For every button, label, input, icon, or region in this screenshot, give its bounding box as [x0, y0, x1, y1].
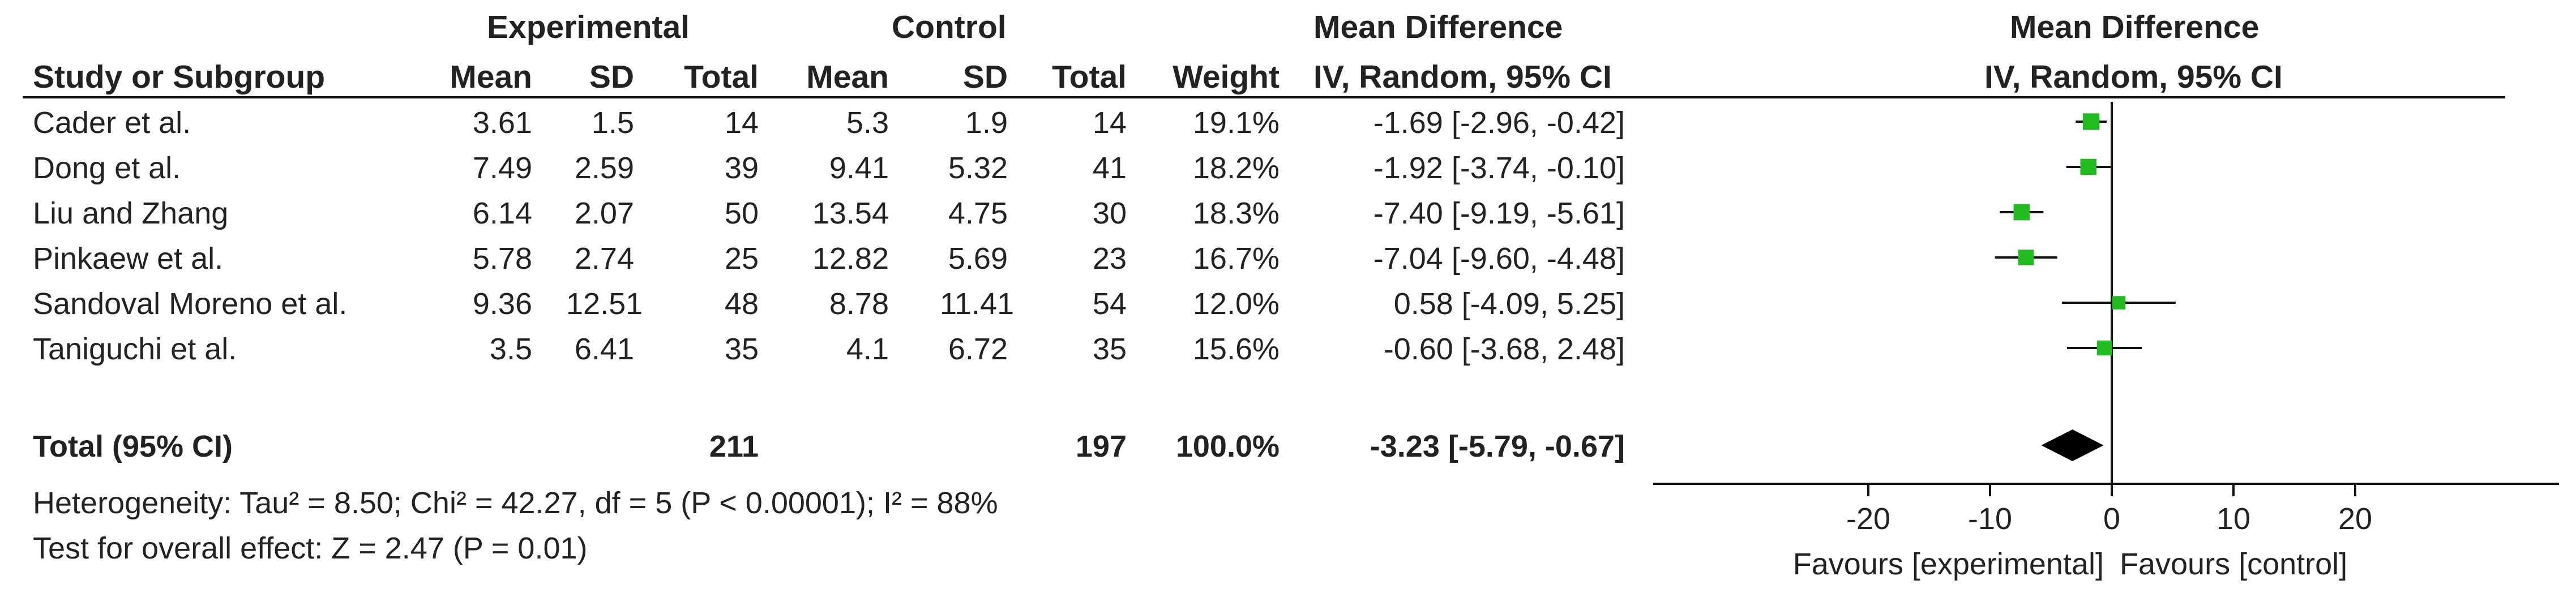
cell-ci-text: -0.60 [-3.68, 2.48]: [1383, 332, 1625, 366]
control-group-header: Control: [892, 9, 1007, 45]
cell-sd-c: 5.32: [948, 151, 1008, 185]
cell-total-c: 23: [1092, 242, 1127, 276]
x-label-left: Favours [experimental]: [1793, 547, 2104, 581]
cell-weight: 16.7%: [1192, 242, 1280, 276]
pooled-diamond: [2041, 429, 2104, 461]
x-tick-label: 10: [2216, 502, 2250, 536]
cell-total-e: 35: [724, 332, 759, 366]
cell-sd-e: 2.59: [574, 151, 634, 185]
cell-sd-c: 6.72: [948, 332, 1008, 366]
cell-weight: 18.2%: [1192, 151, 1280, 185]
col-sd-experimental-header: SD: [589, 59, 634, 95]
cell-mean-c: 13.54: [812, 196, 889, 230]
cell-mean-c: 5.3: [846, 106, 889, 140]
cell-mean-c: 12.82: [812, 242, 889, 276]
cell-mean-e: 7.49: [472, 151, 532, 185]
cell-mean-e: 9.36: [472, 287, 532, 321]
total-label: Total (95% CI): [33, 429, 233, 463]
experimental-group-header: Experimental: [487, 9, 690, 45]
cell-sd-c: 5.69: [948, 242, 1008, 276]
heterogeneity-text: Heterogeneity: Tau² = 8.50; Chi² = 42.27…: [33, 486, 998, 520]
col-study-header: Study or Subgroup: [33, 59, 326, 95]
cell-weight: 15.6%: [1192, 332, 1280, 366]
study-marker: [2083, 113, 2100, 130]
cell-total-e: 25: [724, 242, 759, 276]
col-total-control-header: Total: [1052, 59, 1127, 95]
cell-name: Sandoval Moreno et al.: [33, 287, 348, 321]
x-label-right: Favours [control]: [2120, 547, 2347, 581]
cell-sd-c: 4.75: [948, 196, 1008, 230]
cell-total-e: 48: [724, 287, 759, 321]
col-total-experimental-header: Total: [684, 59, 759, 95]
mean-difference-header: Mean Difference: [1313, 9, 1563, 45]
total-ci-text: -3.23 [-5.79, -0.67]: [1370, 429, 1625, 463]
x-tick-label: -10: [1968, 502, 2012, 536]
cell-sd-e: 12.51: [566, 287, 643, 321]
cell-sd-e: 2.74: [574, 242, 634, 276]
cell-total-e: 14: [724, 106, 759, 140]
cell-ci-text: -1.69 [-2.96, -0.42]: [1373, 106, 1625, 140]
x-tick-label: 20: [2338, 502, 2372, 536]
total-experimental: 211: [709, 429, 759, 463]
cell-ci-text: -7.04 [-9.60, -4.48]: [1373, 242, 1625, 276]
cell-total-c: 14: [1092, 106, 1127, 140]
cell-name: Pinkaew et al.: [33, 242, 224, 276]
cell-total-c: 30: [1092, 196, 1127, 230]
cell-mean-c: 9.41: [829, 151, 889, 185]
cell-sd-e: 6.41: [574, 332, 634, 366]
study-marker: [2096, 340, 2112, 356]
cell-total-c: 41: [1092, 151, 1127, 185]
col-mean-experimental-header: Mean: [450, 59, 532, 95]
cell-ci-text: -7.40 [-9.19, -5.61]: [1373, 196, 1625, 230]
plot-method-header: IV, Random, 95% CI: [1984, 59, 2283, 95]
cell-sd-c: 11.41: [940, 287, 1015, 321]
cell-sd-c: 1.9: [965, 106, 1008, 140]
x-tick-label: -20: [1846, 502, 1890, 536]
study-marker: [2018, 250, 2034, 265]
overall-effect-text: Test for overall effect: Z = 2.47 (P = 0…: [33, 531, 588, 565]
cell-mean-e: 6.14: [472, 196, 532, 230]
cell-name: Liu and Zhang: [33, 196, 229, 230]
cell-mean-e: 3.5: [489, 332, 532, 366]
cell-weight: 19.1%: [1192, 106, 1280, 140]
cell-total-e: 39: [724, 151, 759, 185]
study-marker: [2080, 158, 2096, 175]
col-weight-header: Weight: [1173, 59, 1280, 95]
col-sd-control-header: SD: [962, 59, 1008, 95]
cell-sd-e: 1.5: [591, 106, 634, 140]
cell-name: Taniguchi et al.: [33, 332, 237, 366]
col-method-header: IV, Random, 95% CI: [1313, 59, 1612, 95]
cell-total-c: 35: [1092, 332, 1127, 366]
cell-mean-e: 3.61: [472, 106, 532, 140]
cell-weight: 18.3%: [1192, 196, 1280, 230]
cell-total-c: 54: [1092, 287, 1127, 321]
total-control: 197: [1075, 429, 1127, 463]
cell-mean-e: 5.78: [472, 242, 532, 276]
study-marker: [2013, 204, 2030, 221]
plot-title: Mean Difference: [2010, 9, 2260, 45]
study-marker: [2112, 296, 2126, 310]
col-mean-control-header: Mean: [806, 59, 889, 95]
cell-name: Cader et al.: [33, 106, 191, 140]
cell-ci-text: -1.92 [-3.74, -0.10]: [1373, 151, 1625, 185]
cell-weight: 12.0%: [1192, 287, 1280, 321]
cell-mean-c: 4.1: [846, 332, 889, 366]
x-tick-label: 0: [2103, 502, 2120, 536]
cell-sd-e: 2.07: [574, 196, 634, 230]
cell-ci-text: 0.58 [-4.09, 5.25]: [1393, 287, 1625, 321]
header-rule: [23, 96, 2505, 98]
total-weight: 100.0%: [1175, 429, 1280, 463]
cell-mean-c: 8.78: [829, 287, 889, 321]
cell-name: Dong et al.: [33, 151, 181, 185]
cell-total-e: 50: [724, 196, 759, 230]
